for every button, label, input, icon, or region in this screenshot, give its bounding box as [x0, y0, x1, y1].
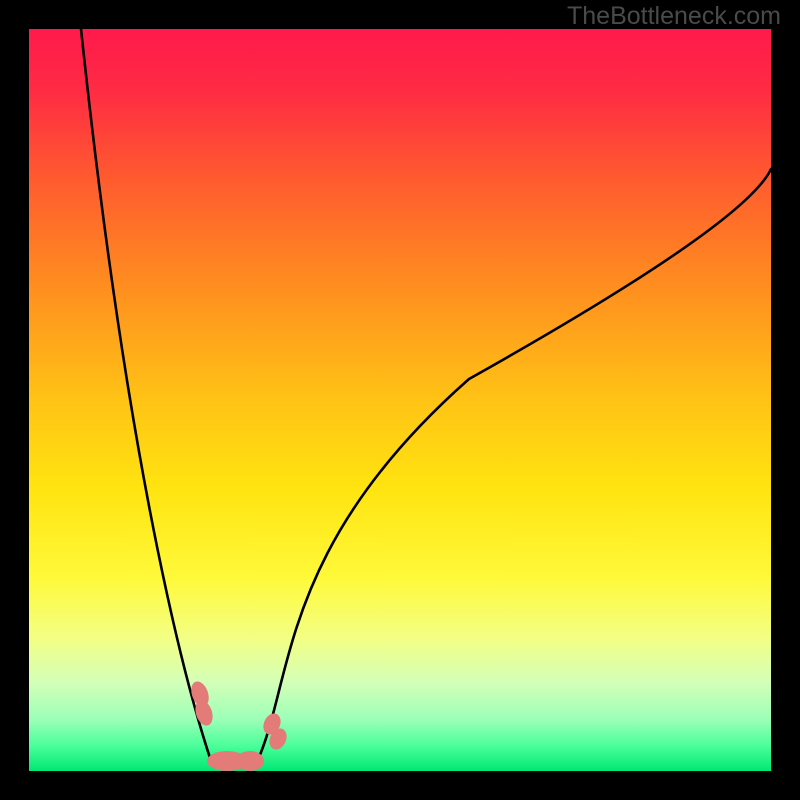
stage: TheBottleneck.com — [0, 0, 800, 800]
plot-area — [29, 29, 771, 771]
dip-marker — [236, 751, 264, 771]
curve-markers — [188, 679, 290, 771]
watermark-text: TheBottleneck.com — [567, 2, 781, 31]
bottleneck-curve — [81, 29, 771, 766]
bottleneck-curve-layer — [29, 29, 771, 771]
